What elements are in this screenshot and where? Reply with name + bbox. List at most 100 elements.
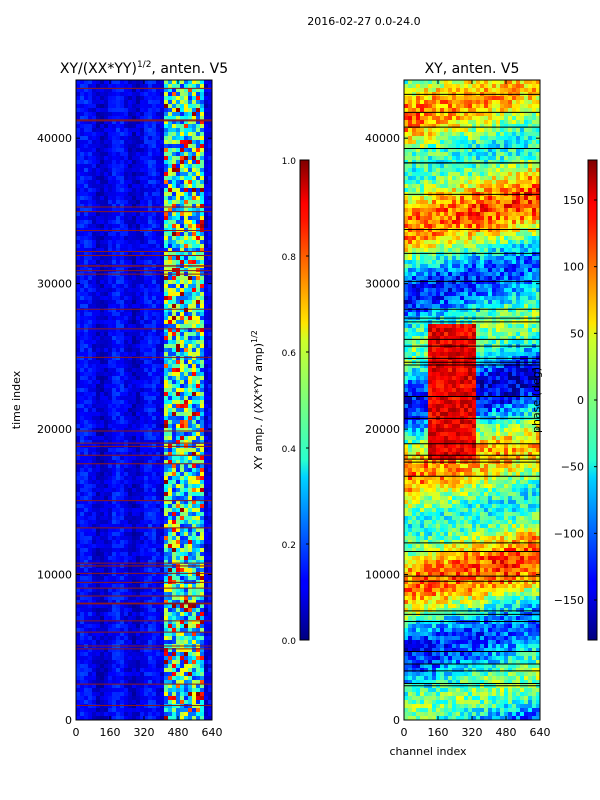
heatmap-cell — [132, 212, 136, 216]
heatmap-cell — [196, 212, 200, 216]
heatmap-cell — [132, 236, 136, 240]
heatmap-cell — [132, 600, 136, 604]
heatmap-cell — [116, 400, 120, 404]
heatmap-cell — [188, 464, 192, 468]
heatmap-cell — [116, 572, 120, 576]
heatmap-cell — [80, 344, 84, 348]
heatmap-cell — [76, 336, 80, 340]
heatmap-cell — [196, 424, 200, 428]
heatmap-cell — [76, 524, 80, 528]
heatmap-cell — [160, 432, 164, 436]
heatmap-cell — [84, 224, 88, 228]
heatmap-cell — [120, 636, 124, 640]
heatmap-cell — [164, 636, 168, 640]
heatmap-cell — [96, 192, 100, 196]
heatmap-cell — [144, 488, 148, 492]
heatmap-cell — [184, 448, 188, 452]
heatmap-cell — [144, 596, 148, 600]
heatmap-cell — [196, 420, 200, 424]
heatmap-cell — [104, 244, 108, 248]
heatmap-cell — [176, 548, 180, 552]
heatmap-cell — [80, 348, 84, 352]
heatmap-cell — [104, 648, 108, 652]
heatmap-cell — [132, 588, 136, 592]
heatmap-cell — [92, 332, 96, 336]
heatmap-cell — [184, 356, 188, 360]
heatmap-cell — [196, 552, 200, 556]
heatmap-cell — [124, 556, 128, 560]
heatmap-cell — [204, 428, 208, 432]
heatmap-cell — [164, 320, 168, 324]
heatmap-cell — [76, 392, 80, 396]
heatmap-cell — [184, 352, 188, 356]
heatmap-cell — [180, 236, 184, 240]
heatmap-cell — [108, 432, 112, 436]
heatmap-cell — [160, 88, 164, 92]
heatmap-cell — [116, 556, 120, 560]
heatmap-cell — [100, 300, 104, 304]
heatmap-cell — [80, 648, 84, 652]
heatmap-cell — [104, 104, 108, 108]
heatmap-cell — [188, 332, 192, 336]
heatmap-cell — [144, 132, 148, 136]
heatmap-cell — [204, 396, 208, 400]
heatmap-cell — [92, 616, 96, 620]
heatmap-cell — [148, 260, 152, 264]
heatmap-cell — [192, 328, 196, 332]
heatmap-cell — [148, 488, 152, 492]
heatmap-cell — [164, 120, 168, 124]
heatmap-cell — [80, 260, 84, 264]
heatmap-cell — [168, 392, 172, 396]
heatmap-cell — [144, 460, 148, 464]
heatmap-cell — [168, 500, 172, 504]
heatmap-cell — [96, 180, 100, 184]
heatmap-cell — [124, 576, 128, 580]
heatmap-cell — [208, 620, 212, 624]
heatmap-cell — [192, 528, 196, 532]
heatmap-cell — [120, 180, 124, 184]
heatmap-cell — [120, 552, 124, 556]
heatmap-cell — [160, 328, 164, 332]
heatmap-cell — [80, 240, 84, 244]
heatmap-cell — [168, 280, 172, 284]
heatmap-cell — [156, 428, 160, 432]
heatmap-cell — [88, 540, 92, 544]
heatmap-cell — [144, 168, 148, 172]
heatmap-cell — [120, 332, 124, 336]
heatmap-cell — [136, 248, 140, 252]
heatmap-cell — [88, 648, 92, 652]
heatmap-cell — [96, 432, 100, 436]
heatmap-cell — [176, 288, 180, 292]
heatmap-cell — [192, 184, 196, 188]
heatmap-cell — [108, 340, 112, 344]
heatmap-cell — [104, 380, 108, 384]
heatmap-cell — [112, 624, 116, 628]
heatmap-cell — [180, 616, 184, 620]
heatmap-cell — [112, 588, 116, 592]
heatmap-cell — [120, 464, 124, 468]
heatmap-cell — [76, 596, 80, 600]
heatmap-cell — [104, 248, 108, 252]
heatmap-cell — [84, 204, 88, 208]
heatmap-cell — [116, 448, 120, 452]
heatmap-cell — [136, 348, 140, 352]
heatmap-cell — [76, 348, 80, 352]
heatmap-cell — [132, 196, 136, 200]
heatmap-cell — [116, 192, 120, 196]
heatmap-cell — [180, 572, 184, 576]
heatmap-cell — [168, 584, 172, 588]
heatmap-cell — [172, 424, 176, 428]
heatmap-cell — [160, 344, 164, 348]
heatmap-cell — [164, 424, 168, 428]
heatmap-cell — [192, 588, 196, 592]
heatmap-cell — [200, 596, 204, 600]
heatmap-cell — [164, 188, 168, 192]
heatmap-cell — [144, 220, 148, 224]
heatmap-cell — [112, 224, 116, 228]
heatmap-cell — [120, 440, 124, 444]
heatmap-cell — [204, 212, 208, 216]
heatmap-cell — [164, 660, 168, 664]
heatmap-cell — [152, 556, 156, 560]
heatmap-cell — [148, 528, 152, 532]
heatmap-cell — [172, 116, 176, 120]
